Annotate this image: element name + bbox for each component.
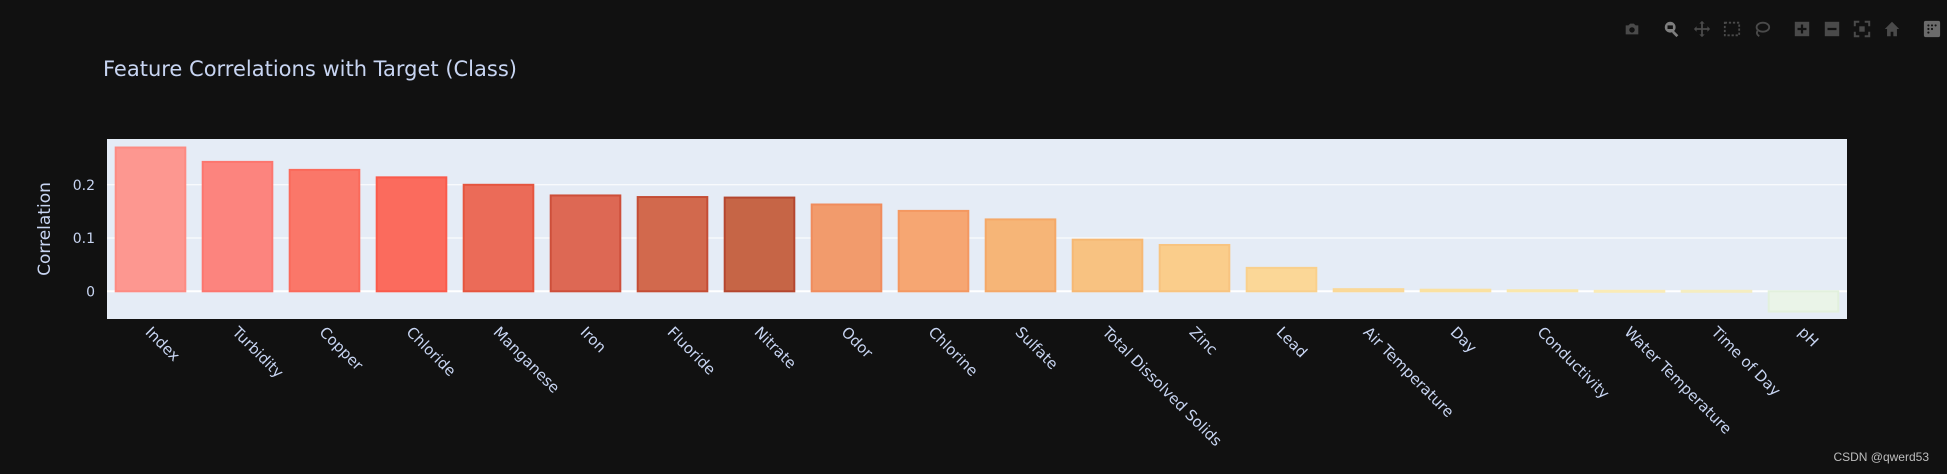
zoom-out-icon[interactable]: [1821, 18, 1843, 40]
chart-title: Feature Correlations with Target (Class): [103, 57, 517, 81]
bar-iron[interactable]: [549, 194, 622, 293]
x-tick-label: Day: [1447, 323, 1481, 357]
modebar: [1607, 18, 1947, 40]
x-tick-label: Nitrate: [751, 323, 800, 372]
box-select-icon[interactable]: [1721, 18, 1743, 40]
bar-fluoride[interactable]: [636, 196, 709, 293]
x-tick-label: Conductivity: [1534, 323, 1613, 402]
y-axis-label: Correlation: [35, 182, 55, 276]
bar-copper[interactable]: [288, 168, 361, 293]
x-tick-label: pH: [1795, 323, 1822, 350]
x-axis-ticks: Index Turbidity Copper Chloride Manganese Iro…: [142, 322, 1822, 450]
x-tick-label: Iron: [577, 323, 610, 356]
x-tick-label: Time of Day: [1707, 322, 1784, 399]
bar-nitrate[interactable]: [723, 196, 796, 293]
y-tick-label: 0: [86, 284, 95, 300]
zoom-in-icon[interactable]: [1791, 18, 1813, 40]
x-tick-label: Air Temperature: [1360, 323, 1458, 421]
x-tick-label: Sulfate: [1012, 323, 1062, 373]
x-tick-label: Fluoride: [664, 323, 720, 379]
bar-day[interactable]: [1419, 288, 1492, 293]
bar-time-of-day[interactable]: [1680, 289, 1753, 293]
bar-manganese[interactable]: [462, 183, 535, 293]
zoom-icon[interactable]: [1661, 18, 1683, 40]
x-tick-label: Index: [142, 323, 184, 365]
bar-chloride[interactable]: [375, 176, 448, 293]
pan-icon[interactable]: [1691, 18, 1713, 40]
x-tick-label: Manganese: [490, 323, 564, 397]
home-icon[interactable]: [1881, 18, 1903, 40]
bar-chlorine[interactable]: [897, 209, 970, 293]
plotly-logo-icon[interactable]: [1921, 18, 1943, 40]
bars: [114, 146, 1840, 313]
x-tick-label: Chlorine: [925, 323, 982, 380]
bar-odor[interactable]: [810, 203, 883, 293]
bar-total-dissolved-solids[interactable]: [1071, 238, 1144, 293]
x-tick-label: Turbidity: [228, 322, 287, 381]
y-tick-label: 0.2: [73, 178, 95, 194]
bar-ph[interactable]: [1767, 290, 1840, 313]
bar-air-temperature[interactable]: [1332, 288, 1405, 293]
x-tick-label: Lead: [1273, 323, 1311, 361]
bar-index[interactable]: [114, 146, 187, 293]
y-tick-label: 0.1: [73, 231, 95, 247]
x-tick-label: Zinc: [1186, 323, 1221, 358]
bar-zinc[interactable]: [1158, 243, 1231, 293]
watermark: CSDN @qwerd53: [1833, 450, 1929, 464]
camera-icon[interactable]: [1621, 18, 1643, 40]
bar-lead[interactable]: [1245, 266, 1318, 293]
autoscale-icon[interactable]: [1851, 18, 1873, 40]
bar-sulfate[interactable]: [984, 218, 1057, 293]
y-axis-ticks: 0 0.1 0.2: [73, 178, 95, 301]
lasso-icon[interactable]: [1751, 18, 1773, 40]
x-tick-label: Odor: [838, 323, 877, 362]
bar-conductivity[interactable]: [1506, 289, 1579, 293]
x-tick-label: Chloride: [403, 323, 460, 380]
bar-water-temperature[interactable]: [1593, 289, 1666, 293]
x-tick-label: Copper: [316, 323, 368, 375]
bar-turbidity[interactable]: [201, 160, 274, 293]
